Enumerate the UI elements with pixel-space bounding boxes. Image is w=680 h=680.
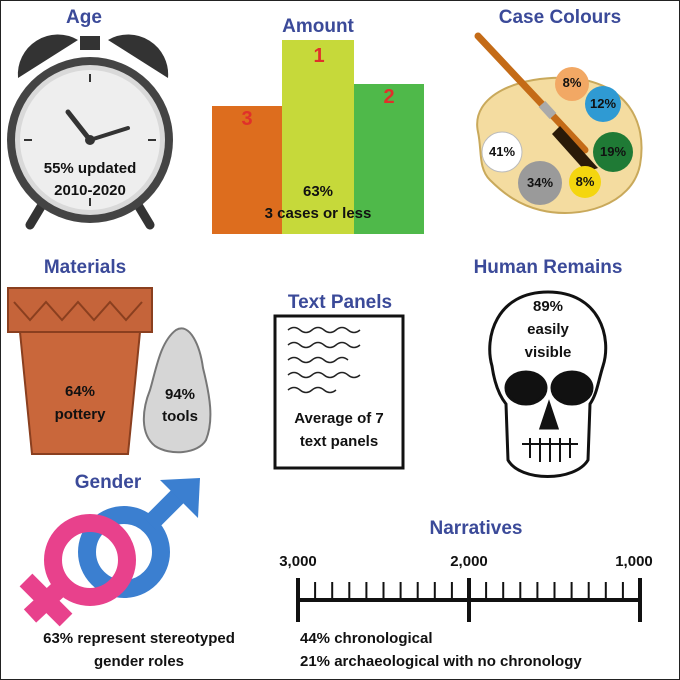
amount-rank-2: 2 — [383, 86, 395, 108]
swatch-label-1: 12% — [589, 96, 617, 111]
timeline-label-2000: 2,000 — [450, 553, 488, 570]
amount-bar-2 — [354, 84, 424, 234]
amount-title: Amount — [282, 16, 354, 37]
pottery-text-line1: 64% — [64, 383, 96, 400]
timeline-label-3000: 3,000 — [279, 553, 317, 570]
materials-title: Materials — [43, 257, 127, 278]
swatch-label-0: 8% — [562, 75, 582, 90]
timeline-label-1000: 1,000 — [615, 553, 653, 570]
human-remains-title: Human Remains — [473, 257, 623, 278]
flower-pot-icon — [7, 287, 153, 455]
gender-symbols-icon — [19, 478, 200, 627]
amount-rank-1: 1 — [313, 45, 325, 67]
human-remains-line1: 89% — [532, 298, 564, 315]
text-panel-document-icon — [273, 314, 405, 470]
amount-text-line2: 3 cases or less — [264, 205, 372, 222]
pottery-text-line2: pottery — [54, 406, 106, 423]
text-panels-line1: Average of 7 — [294, 410, 384, 427]
case-colours-title: Case Colours — [498, 7, 622, 28]
gender-title: Gender — [74, 472, 142, 493]
swatch-label-2: 41% — [488, 144, 516, 159]
swatch-label-3: 19% — [599, 144, 627, 159]
amount-text-line1: 63% — [302, 183, 334, 200]
text-panels-line2: text panels — [299, 433, 379, 450]
amount-bar-3 — [212, 106, 282, 234]
human-remains-line3: visible — [524, 344, 572, 361]
narratives-timeline — [296, 578, 642, 622]
gender-text-line2: gender roles — [93, 653, 185, 670]
swatch-label-4: 34% — [526, 175, 554, 190]
age-title: Age — [66, 7, 102, 28]
palette-icon — [474, 32, 643, 214]
amount-bar-chart — [212, 40, 424, 234]
tools-text-line2: tools — [162, 408, 198, 425]
swatch-label-5: 8% — [575, 174, 595, 189]
narratives-text-line2: 21% archaeological with no chronology — [300, 653, 582, 670]
tools-text-line1: 94% — [164, 386, 196, 403]
age-text-line2: 2010-2020 — [54, 182, 126, 199]
swatch-1 — [585, 86, 621, 122]
narratives-title: Narratives — [429, 518, 523, 539]
swatch-3 — [593, 132, 633, 172]
swatch-0 — [555, 67, 589, 101]
swatch-4 — [518, 161, 562, 205]
age-text-line1: 55% updated — [43, 160, 137, 177]
human-remains-line2: easily — [527, 321, 569, 338]
swatch-5 — [569, 166, 601, 198]
swatch-2 — [481, 131, 523, 173]
alarm-clock-icon — [7, 34, 173, 230]
text-panels-title: Text Panels — [287, 292, 393, 313]
gender-text-line1: 63% represent stereotyped — [43, 630, 235, 647]
amount-rank-3: 3 — [241, 108, 253, 130]
narratives-text-line1: 44% chronological — [300, 630, 433, 647]
skull-icon — [488, 290, 608, 478]
stone-tool-icon — [142, 327, 212, 454]
amount-bar-1 — [282, 40, 354, 234]
